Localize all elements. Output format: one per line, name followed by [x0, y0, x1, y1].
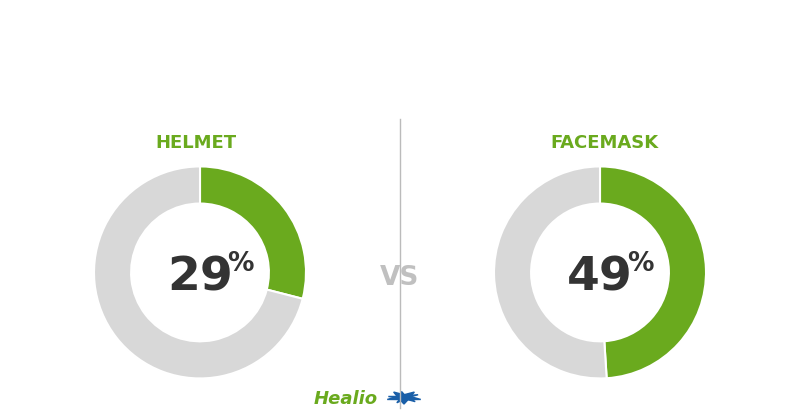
Polygon shape — [388, 391, 418, 403]
Text: FACEMASK: FACEMASK — [550, 134, 658, 152]
Wedge shape — [494, 166, 606, 378]
Polygon shape — [387, 392, 421, 404]
Text: %: % — [227, 251, 254, 277]
Wedge shape — [200, 166, 306, 299]
Text: 49: 49 — [567, 255, 633, 300]
Wedge shape — [600, 166, 706, 378]
Text: Percentage of patients with COVID-19 respiratory: Percentage of patients with COVID-19 res… — [117, 33, 683, 52]
Text: HELMET: HELMET — [155, 134, 237, 152]
Text: Healio: Healio — [314, 390, 378, 408]
Wedge shape — [94, 166, 302, 378]
Text: 29: 29 — [167, 255, 233, 300]
Text: failure who received endotracheal intubation:: failure who received endotracheal intuba… — [138, 75, 662, 94]
Text: VS: VS — [380, 265, 420, 291]
Text: %: % — [627, 251, 654, 277]
